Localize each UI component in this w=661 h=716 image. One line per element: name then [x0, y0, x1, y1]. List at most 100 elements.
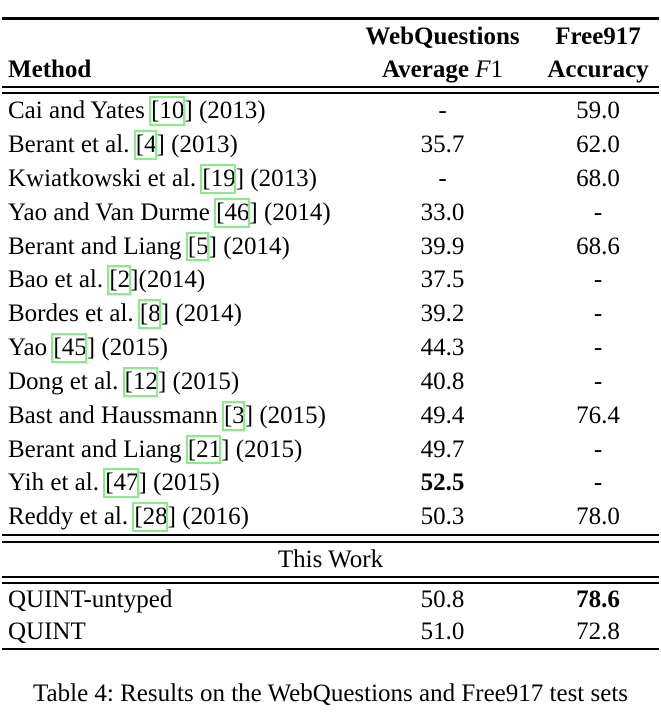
method-text: Cai and Yates [8, 97, 152, 125]
accuracy-value-best: 78.6 [576, 586, 620, 614]
f1-value: 39.9 [420, 232, 465, 260]
f1-value: 33.0 [420, 198, 465, 226]
method-year: (2013) [244, 164, 317, 192]
this-work-rows: QUINT-untyped 50.8 78.6 QUINT 51.0 72.8 [0, 584, 661, 648]
f1-value: 37.5 [420, 266, 465, 294]
citation-link[interactable]: [10] [149, 94, 193, 128]
accuracy-value: - [593, 266, 603, 294]
citation-link[interactable]: [8] [137, 297, 169, 331]
table-row: Bao et al. [2](2014) 37.5 - [0, 263, 661, 297]
method-text: Berant et al. [8, 131, 136, 159]
method-cell: QUINT [8, 617, 86, 645]
table-top-rule [2, 17, 659, 20]
table-row: QUINT 51.0 72.8 [0, 616, 661, 648]
citation-link[interactable]: [45] [51, 331, 95, 365]
method-text: Berant and Liang [8, 232, 188, 260]
method-cell: Cai and Yates [10] (2013) [0, 94, 360, 128]
citation-link[interactable]: [19] [200, 162, 244, 196]
method-year: (2014) [169, 300, 242, 328]
table-row: Berant and Liang [21] (2015) 49.7 - [0, 433, 661, 467]
section-separator-rule-top [2, 534, 659, 543]
method-text: Bast and Haussmann [8, 401, 224, 429]
math-f-subscript: 1 [490, 55, 504, 83]
method-year: (2016) [176, 503, 249, 531]
math-f-symbol: F [475, 55, 491, 83]
citation-link[interactable]: [12] [122, 365, 166, 399]
table-row: Bast and Haussmann [3] (2015) 49.4 76.4 [0, 399, 661, 433]
table-header: WebQuestions Free917 Method Average F1 A… [0, 20, 661, 86]
accuracy-value: 68.0 [576, 164, 620, 192]
table-row: Reddy et al. [28] (2016) 50.3 78.0 [0, 500, 661, 534]
f1-value: 40.8 [420, 367, 465, 395]
accuracy-value: - [593, 367, 603, 395]
header-separator-rule [2, 85, 659, 95]
method-year: (2013) [192, 97, 266, 125]
header-free917: Free917 [555, 22, 641, 50]
accuracy-value: 68.6 [576, 232, 620, 260]
f1-value: 44.3 [420, 334, 465, 362]
method-cell: Bao et al. [2](2014) [0, 263, 360, 297]
method-text: Dong et al. [8, 367, 125, 395]
table-row: Yih et al. [47] (2015) 52.5 - [0, 466, 661, 500]
method-year: (2014) [216, 232, 290, 260]
method-cell: Yao [45] (2015) [0, 331, 360, 365]
header-row-1: WebQuestions Free917 [0, 20, 661, 53]
f1-value: 50.3 [420, 503, 465, 531]
method-year: (2013) [164, 131, 238, 159]
header-accuracy: Accuracy [547, 55, 649, 83]
accuracy-value: - [593, 435, 603, 463]
method-cell: Bordes et al. [8] (2014) [0, 297, 360, 331]
method-year: (2015) [146, 469, 220, 497]
accuracy-value: 62.0 [576, 131, 620, 159]
method-year: (2015) [166, 367, 240, 395]
header-row-2: Method Average F1 Accuracy [0, 53, 661, 86]
accuracy-value: 72.8 [576, 617, 620, 645]
citation-link[interactable]: [3] [221, 399, 253, 433]
table-row: Dong et al. [12] (2015) 40.8 - [0, 365, 661, 399]
method-year: (2014) [257, 198, 331, 226]
citation-link[interactable]: [21] [185, 433, 229, 467]
f1-value: 35.7 [420, 131, 465, 159]
method-year: (2014) [138, 266, 206, 294]
method-text: Bao et al. [8, 266, 110, 294]
citation-link[interactable]: [4] [133, 128, 165, 162]
header-average-f1: Average F1 [360, 53, 525, 86]
header-method: Method [8, 55, 92, 83]
accuracy-value: - [593, 198, 603, 226]
header-average-label: Average [381, 55, 476, 83]
citation-link[interactable]: [47] [103, 466, 147, 500]
f1-value: 49.7 [420, 435, 465, 463]
method-year: (2015) [95, 334, 168, 362]
citation-link[interactable]: [46] [214, 196, 258, 230]
f1-value: - [438, 97, 447, 125]
method-text: Kwiatkowski et al. [8, 164, 203, 192]
f1-value: - [438, 164, 447, 192]
table-row: Yao and Van Durme [46] (2014) 33.0 - [0, 196, 661, 230]
method-cell: Bast and Haussmann [3] (2015) [0, 399, 360, 433]
method-cell: Yao and Van Durme [46] (2014) [0, 196, 360, 230]
method-year: (2015) [229, 435, 303, 463]
method-cell: Reddy et al. [28] (2016) [0, 500, 360, 534]
table-body: Cai and Yates [10] (2013) - 59.0 Berant … [0, 94, 661, 534]
section-separator-rule-bottom [2, 575, 659, 585]
method-cell: QUINT-untyped [8, 586, 173, 614]
method-cell: Berant and Liang [5] (2014) [0, 230, 360, 264]
method-text: Bordes et al. [8, 300, 140, 328]
method-text: Reddy et al. [8, 503, 135, 531]
citation-link[interactable]: [28] [132, 500, 176, 534]
f1-value: 51.0 [420, 617, 465, 645]
accuracy-value: - [593, 300, 603, 328]
method-cell: Berant and Liang [21] (2015) [0, 433, 360, 467]
table-caption: Table 4: Results on the WebQuestions and… [33, 680, 628, 708]
accuracy-value: - [593, 334, 603, 362]
table-row: Kwiatkowski et al. [19] (2013) - 68.0 [0, 162, 661, 196]
citation-link[interactable]: [2] [107, 263, 139, 297]
method-text: Berant and Liang [8, 435, 188, 463]
accuracy-value: 78.0 [576, 503, 620, 531]
f1-value: 50.8 [420, 586, 465, 614]
table-row: Berant and Liang [5] (2014) 39.9 68.6 [0, 230, 661, 264]
table-bottom-rule [2, 647, 659, 651]
table-row: QUINT-untyped 50.8 78.6 [0, 584, 661, 616]
citation-link[interactable]: [5] [185, 230, 217, 264]
